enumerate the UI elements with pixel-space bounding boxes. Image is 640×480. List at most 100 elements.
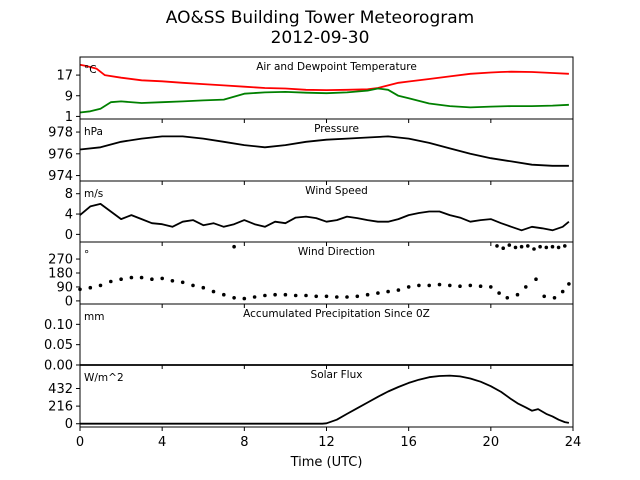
wind_direction-ytick-label: 180 <box>48 267 73 282</box>
solar-ytick-label: 0 <box>65 417 73 432</box>
wind_direction-point <box>252 295 257 299</box>
wind_direction-ytick-label: 0 <box>65 294 73 309</box>
wind_direction-point <box>293 293 298 298</box>
wind_direction-point <box>427 283 432 288</box>
wind_direction-point <box>355 294 360 299</box>
wind_direction-point <box>495 244 499 248</box>
wind_direction-point <box>417 283 421 288</box>
wind_direction-unit-label: ° <box>84 249 89 261</box>
wind_direction-ytick-label: 270 <box>48 253 73 268</box>
wind_direction-point <box>222 292 226 297</box>
wind_direction-point <box>532 247 536 251</box>
temp-ytick-label: 1 <box>65 110 73 125</box>
wind_direction-point <box>406 285 411 289</box>
wind_direction-point <box>505 296 510 300</box>
precipitation-unit-label: mm <box>84 311 104 323</box>
wind_direction-point <box>501 246 506 250</box>
pressure-panel-title: Pressure <box>314 123 359 135</box>
x-tick-label: 0 <box>76 435 84 450</box>
wind_direction-point <box>376 291 380 295</box>
wind_direction-point <box>386 289 390 294</box>
wind_direction-point <box>489 285 493 289</box>
wind_direction-point <box>552 296 557 300</box>
wind_speed-ytick-label: 0 <box>65 228 73 243</box>
wind_direction-point <box>211 289 216 294</box>
pressure-series-line-0 <box>79 135 569 167</box>
wind_direction-point <box>242 296 247 301</box>
wind_direction-point <box>544 245 549 250</box>
wind_direction-point <box>478 284 483 289</box>
precipitation-ytick-label: 0.10 <box>44 318 73 333</box>
wind_direction-point <box>160 276 164 281</box>
wind_speed-panel-title: Wind Speed <box>305 185 368 197</box>
solar-ytick-label: 216 <box>48 400 73 415</box>
solar-series-line-0 <box>80 374 570 425</box>
wind_direction-point <box>468 283 473 288</box>
wind_direction-point <box>129 275 134 280</box>
wind_direction-point <box>201 285 206 290</box>
temp-series-line-0 <box>79 63 569 91</box>
precipitation-ytick-label: 0.00 <box>44 359 73 374</box>
wind_direction-point <box>324 294 329 299</box>
temp-series-line-1 <box>79 87 569 114</box>
temp-ytick-label: 9 <box>65 89 73 104</box>
wind_direction-point <box>458 284 462 289</box>
wind_direction-point <box>283 292 288 297</box>
wind_direction-point <box>560 289 565 294</box>
wind_direction-panel-title: Wind Direction <box>298 246 375 258</box>
wind_direction-point <box>304 293 308 298</box>
wind_direction-point <box>524 285 528 289</box>
x-axis-label: Time (UTC) <box>290 455 363 470</box>
wind_direction-point <box>170 279 175 283</box>
pressure-unit-label: hPa <box>84 126 103 138</box>
solar-ytick-label: 432 <box>48 382 73 397</box>
wind_direction-point <box>519 244 524 249</box>
temp-unit-label: °C <box>84 64 97 76</box>
wind_direction-point <box>448 283 452 288</box>
wind_direction-point <box>232 244 236 249</box>
wind_speed-ytick-label: 4 <box>65 208 73 223</box>
solar-panel-title: Solar Flux <box>311 369 363 381</box>
wind_direction-point <box>150 277 154 282</box>
precipitation-ytick-label: 0.05 <box>44 338 73 353</box>
wind_direction-point <box>335 295 339 299</box>
wind_speed-series-line-0 <box>79 202 570 232</box>
wind_direction-point <box>273 292 277 297</box>
wind_direction-point <box>437 282 442 287</box>
wind_speed-unit-label: m/s <box>84 188 103 200</box>
wind_direction-point <box>314 294 319 299</box>
pressure-ytick-label: 976 <box>48 147 73 162</box>
solar-unit-label: W/m^2 <box>84 372 124 384</box>
x-tick-label: 4 <box>158 435 166 450</box>
wind_direction-point <box>180 280 185 285</box>
wind_direction-point <box>119 277 123 282</box>
wind_direction-point <box>396 288 401 292</box>
wind_direction-point <box>507 243 512 247</box>
wind_direction-point <box>526 244 530 248</box>
chart-title: AO&SS Building Tower Meteorogram <box>165 8 475 28</box>
wind_speed-ytick-label: 8 <box>65 187 73 202</box>
pressure-ytick-label: 974 <box>48 169 73 184</box>
wind_direction-point <box>567 282 571 286</box>
wind_direction-point <box>550 244 555 249</box>
wind_direction-point <box>98 283 103 288</box>
x-tick-label: 20 <box>483 435 500 450</box>
wind_direction-point <box>263 293 267 298</box>
wind_direction-point <box>538 244 542 249</box>
wind_direction-point <box>542 294 546 299</box>
wind_direction-point <box>191 283 195 288</box>
x-tick-label: 8 <box>240 435 248 450</box>
x-tick-label: 16 <box>400 435 417 450</box>
wind_direction-point <box>534 277 538 282</box>
wind_direction-ytick-label: 90 <box>56 280 73 295</box>
wind_direction-point <box>139 275 144 280</box>
wind_direction-point <box>232 296 236 300</box>
wind_direction-point <box>88 285 93 290</box>
wind_direction-point <box>345 295 349 299</box>
temp-ytick-label: 17 <box>56 69 73 84</box>
x-tick-label: 12 <box>318 435 335 450</box>
pressure-ytick-label: 978 <box>48 126 73 141</box>
temp-panel-title: Air and Dewpoint Temperature <box>256 61 417 73</box>
x-tick-label: 24 <box>565 435 582 450</box>
